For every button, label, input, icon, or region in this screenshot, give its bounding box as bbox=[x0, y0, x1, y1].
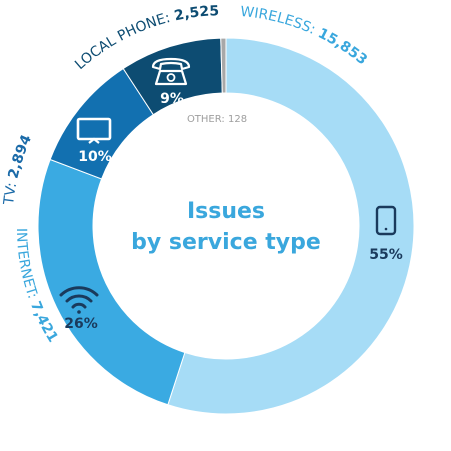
pct-label-tv: 10% bbox=[78, 149, 112, 165]
category-label-tv: TV: 2,894 bbox=[1, 132, 35, 206]
mobile-phone-icon bbox=[375, 205, 397, 236]
donut-slices bbox=[37, 37, 415, 415]
other-label-value: 128 bbox=[228, 114, 247, 125]
category-value-localphone: 2,525 bbox=[173, 3, 220, 24]
category-name-wireless: WIRELESS bbox=[240, 4, 314, 36]
slice-wireless bbox=[167, 37, 415, 415]
pct-label-localphone: 9% bbox=[160, 91, 184, 107]
wifi-icon bbox=[59, 286, 99, 314]
other-label-sep: : bbox=[221, 114, 228, 125]
television-icon bbox=[76, 117, 112, 144]
category-value-wireless: 15,853 bbox=[315, 25, 370, 68]
pct-label-wireless: 55% bbox=[369, 247, 403, 263]
chart-title-line-2: by service type bbox=[131, 230, 321, 255]
pct-label-internet: 26% bbox=[64, 316, 98, 332]
other-label-name: OTHER bbox=[187, 114, 222, 125]
label-separator-localphone: : bbox=[163, 9, 176, 27]
slice-other bbox=[220, 37, 227, 94]
other-label: OTHER: 128 bbox=[187, 114, 247, 125]
category-name-internet: INTERNET bbox=[13, 228, 40, 298]
category-name-tv: TV bbox=[1, 185, 20, 207]
chart-title-line-1: Issues bbox=[187, 199, 265, 224]
category-value-tv: 2,894 bbox=[6, 132, 36, 180]
telephone-icon bbox=[151, 57, 191, 86]
slice-internet bbox=[37, 158, 186, 406]
label-separator-tv: : bbox=[4, 177, 22, 189]
